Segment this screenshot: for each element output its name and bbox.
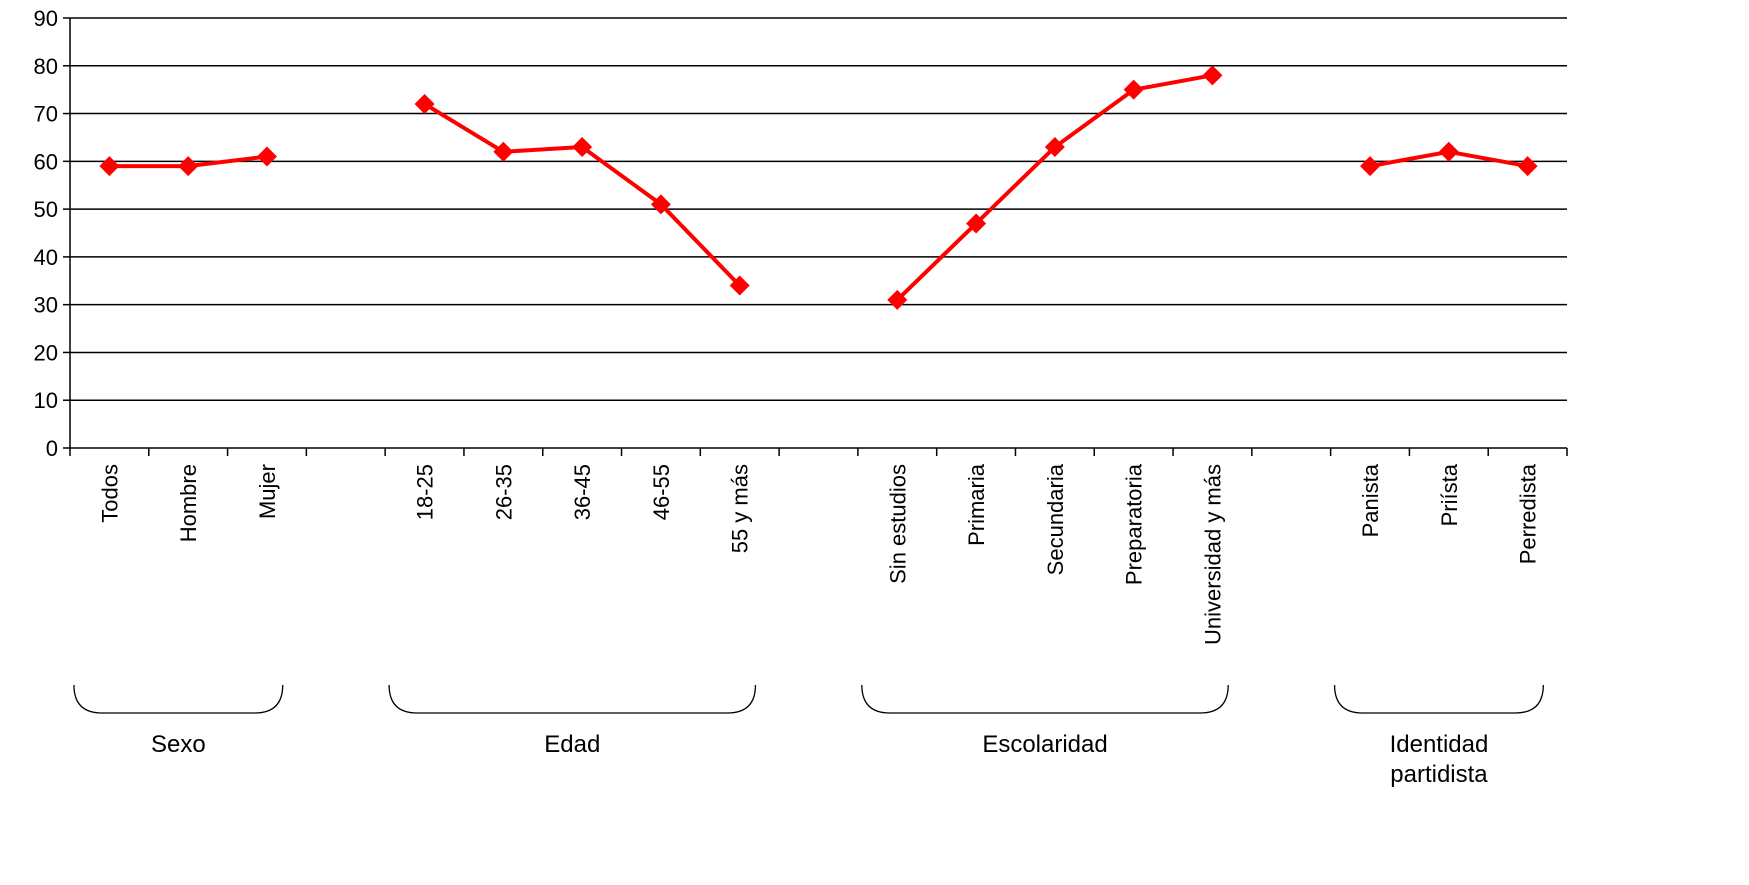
data-point-6 xyxy=(572,137,593,157)
x-tick-label-10: Sin estudios xyxy=(885,464,910,584)
data-point-14 xyxy=(1202,65,1223,86)
x-tick-label-18: Perredista xyxy=(1516,463,1541,564)
group-bracket-3 xyxy=(1333,684,1545,714)
y-tick-label-0: 0 xyxy=(46,436,58,461)
data-point-2 xyxy=(256,146,277,167)
group-bracket-1 xyxy=(388,684,757,714)
group-label-3-0: Identidad xyxy=(1390,731,1489,758)
y-tick-label-70: 70 xyxy=(34,102,58,127)
y-tick-label-20: 20 xyxy=(34,340,58,365)
y-tick-label-40: 40 xyxy=(34,245,58,270)
x-tick-label-0: Todos xyxy=(97,464,122,523)
axes xyxy=(69,18,1567,449)
data-point-5 xyxy=(493,141,514,162)
x-tick-label-11: Primaria xyxy=(964,463,989,546)
y-tick-label-10: 10 xyxy=(34,388,58,413)
x-tick-label-14: Universidad y más xyxy=(1200,464,1225,645)
x-tick-label-8: 55 y más xyxy=(728,464,753,553)
series xyxy=(99,65,1538,310)
data-point-10 xyxy=(887,289,908,310)
y-tick-label-30: 30 xyxy=(34,293,58,318)
category-groups: Sexo Edad Escolaridad Identidad partidista xyxy=(73,684,1545,788)
data-point-12 xyxy=(1044,137,1065,157)
data-point-1 xyxy=(178,156,199,177)
x-tick-label-6: 36-45 xyxy=(570,464,595,520)
gridlines xyxy=(70,17,1567,401)
x-tick-label-4: 18-25 xyxy=(413,464,438,520)
x-tick-label-16: Panista xyxy=(1358,463,1383,537)
data-point-7 xyxy=(650,194,671,215)
x-tick-label-2: Mujer xyxy=(255,464,280,519)
y-tick-label-80: 80 xyxy=(34,54,58,79)
group-label-3-1: partidista xyxy=(1390,761,1488,788)
data-point-17 xyxy=(1438,141,1459,162)
data-point-16 xyxy=(1360,156,1381,177)
series-line-segment-1 xyxy=(423,102,742,287)
group-bracket-2 xyxy=(861,684,1229,714)
data-point-8 xyxy=(729,275,750,296)
data-point-11 xyxy=(966,213,987,234)
x-tick-label-13: Preparatoria xyxy=(1122,463,1147,585)
data-point-18 xyxy=(1517,156,1538,177)
group-bracket-0 xyxy=(73,684,284,714)
y-tick-label-50: 50 xyxy=(34,197,58,222)
y-tick-label-60: 60 xyxy=(34,149,58,174)
data-point-13 xyxy=(1123,79,1144,100)
y-tick-label-90: 90 xyxy=(34,6,58,31)
data-point-4 xyxy=(414,94,435,114)
series-line-segment-2 xyxy=(895,73,1213,302)
x-tick-label-12: Secundaria xyxy=(1043,463,1068,575)
x-tick-label-5: 26-35 xyxy=(491,464,516,520)
y-axis-ticks: 0 10 20 30 40 50 60 70 80 90 xyxy=(34,6,70,461)
data-point-0 xyxy=(99,156,120,177)
group-label-2-0: Escolaridad xyxy=(982,731,1107,758)
x-axis-ticks: Todos Hombre Mujer 18-25 26-35 36-45 46-55 55 y… xyxy=(69,448,1568,645)
x-tick-label-1: Hombre xyxy=(176,464,201,542)
group-label-1-0: Edad xyxy=(544,731,600,758)
x-tick-label-7: 46-55 xyxy=(649,464,674,520)
x-tick-label-17: Priísta xyxy=(1437,463,1462,526)
group-label-0-0: Sexo xyxy=(151,731,206,758)
